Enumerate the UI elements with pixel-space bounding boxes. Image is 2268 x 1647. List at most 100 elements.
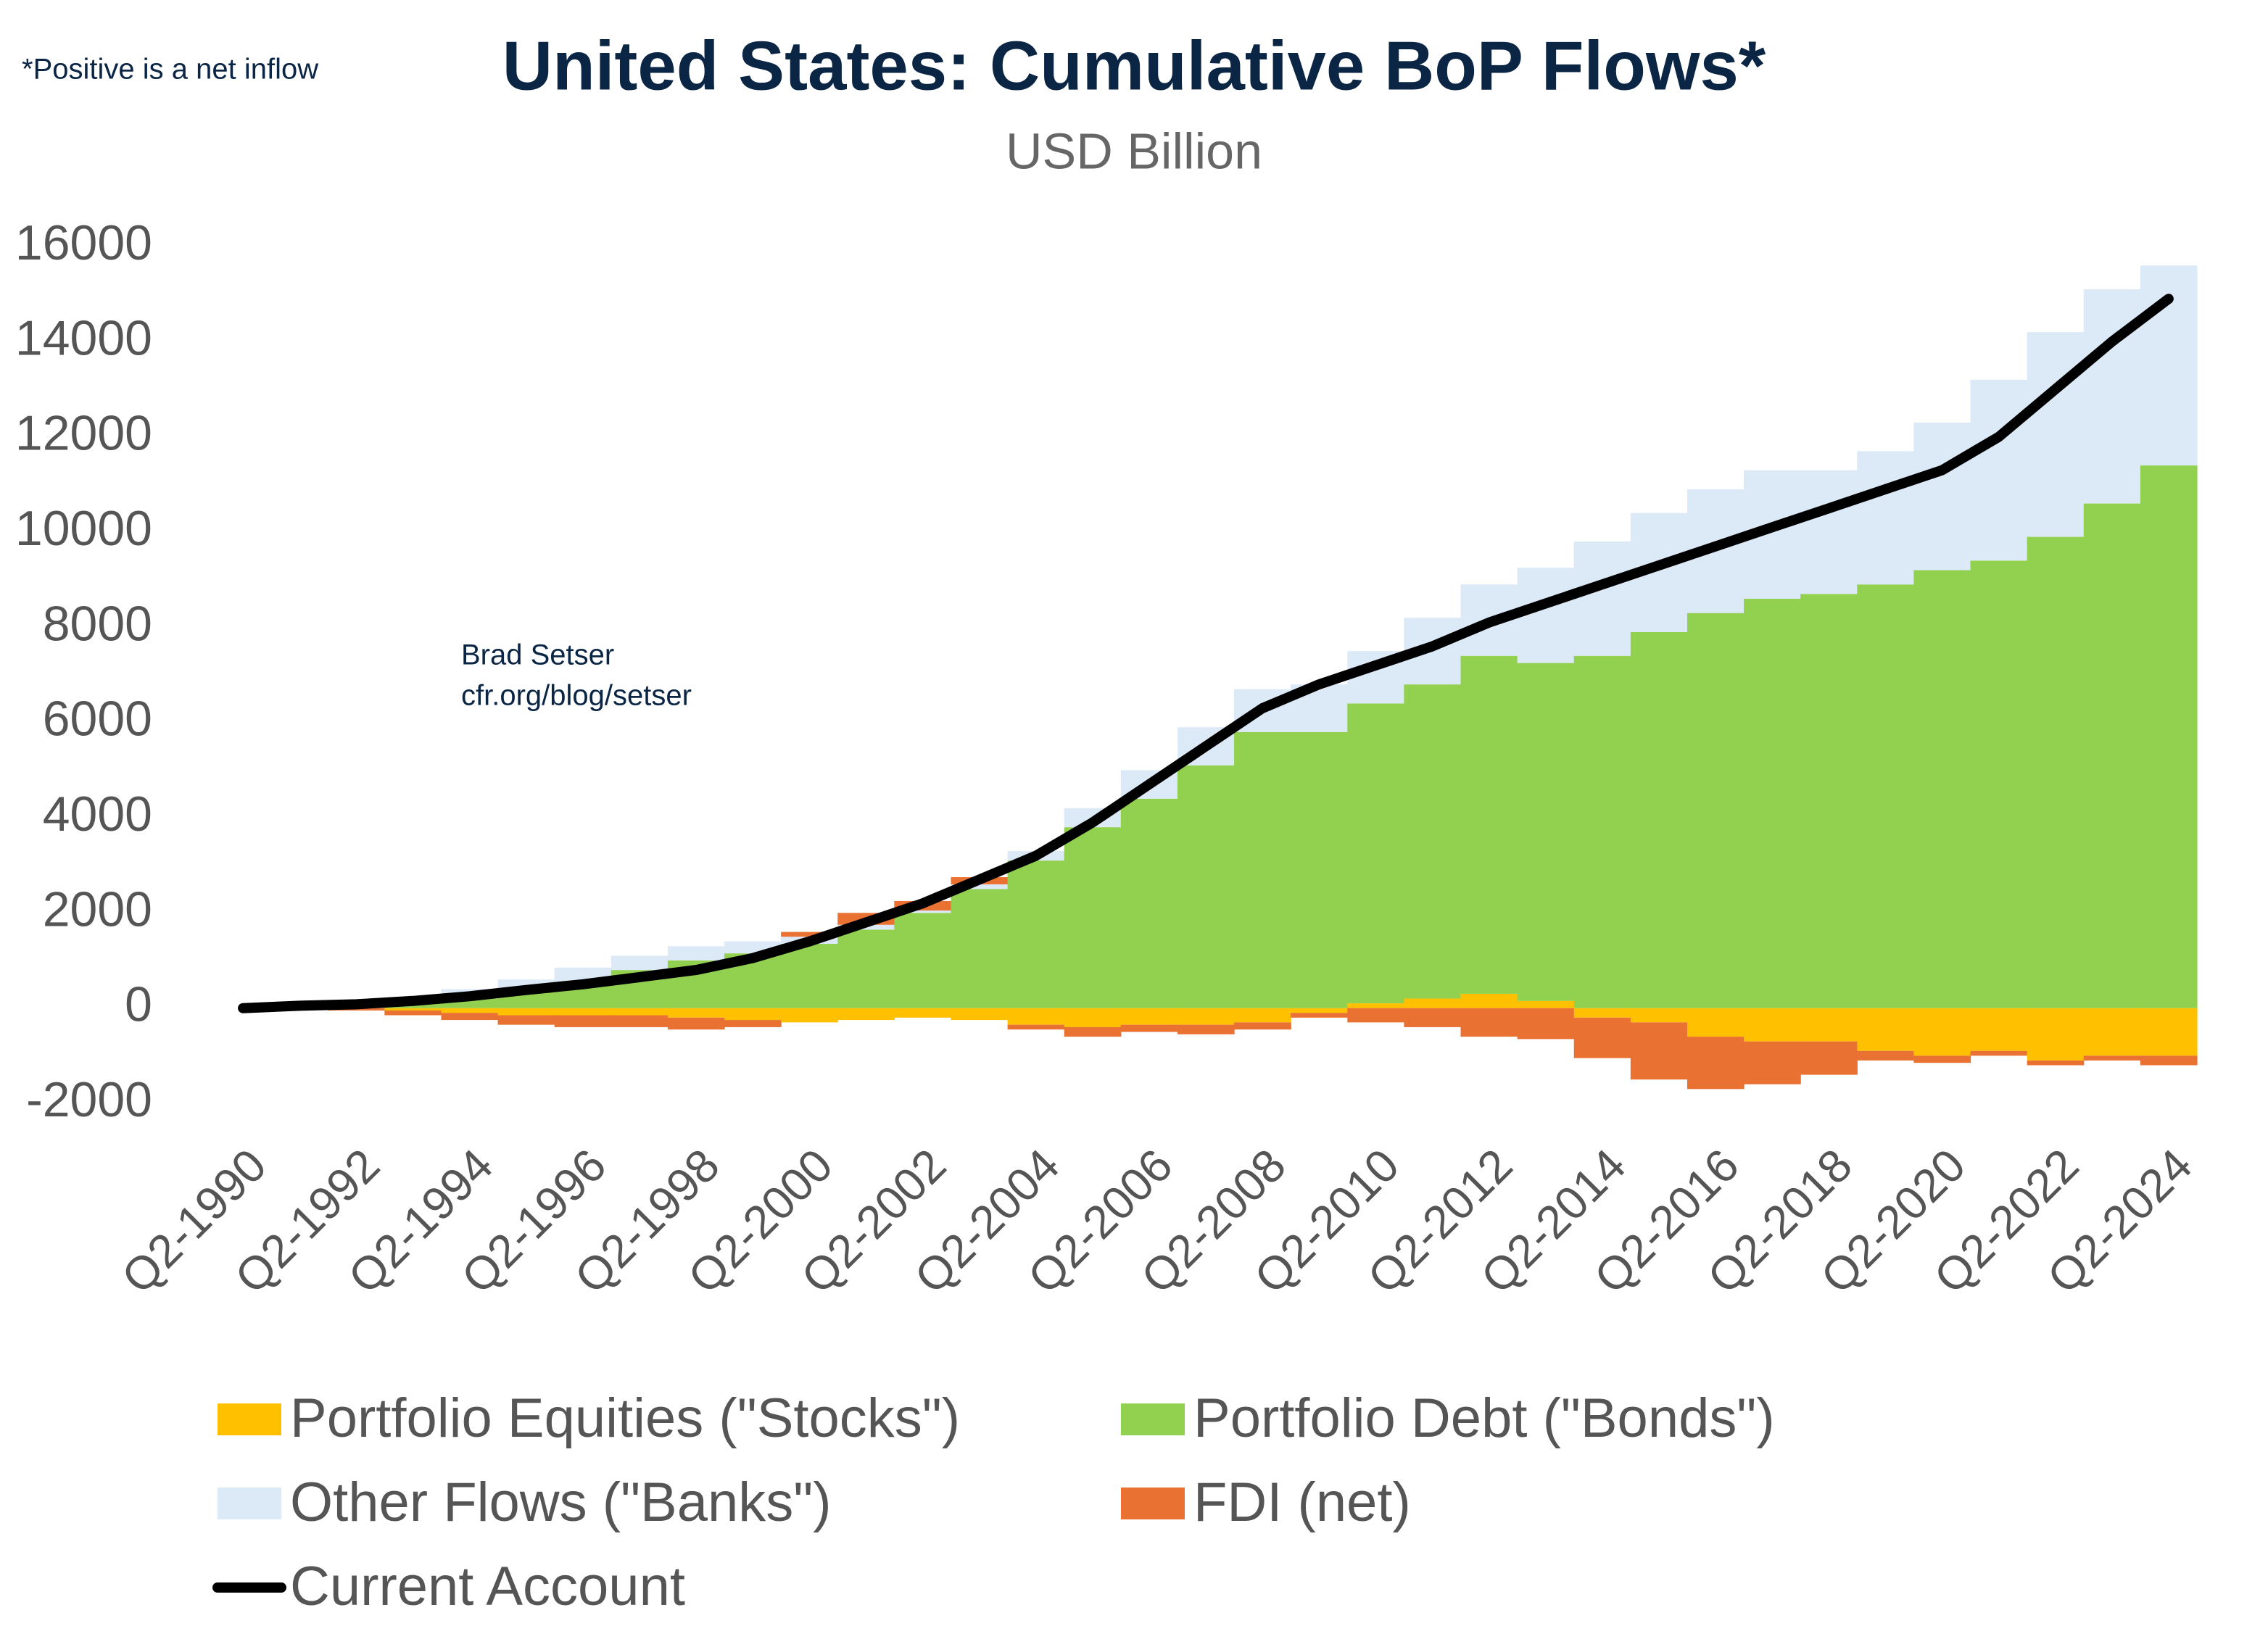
bar-segment bbox=[1913, 1008, 1971, 1056]
bar-segment bbox=[1007, 860, 1065, 1008]
bar-segment bbox=[1970, 1008, 2028, 1051]
bar-segment bbox=[894, 913, 952, 1008]
bar-segment bbox=[1460, 655, 1518, 994]
y-tick-label: 12000 bbox=[15, 406, 152, 461]
bar-segment bbox=[837, 929, 895, 1008]
legend-label: Other Flows ("Banks") bbox=[290, 1472, 832, 1533]
bar-segment bbox=[1744, 598, 1801, 1008]
bar-segment bbox=[1291, 1013, 1348, 1018]
bar-segment bbox=[1970, 1050, 2028, 1056]
bar-segment bbox=[611, 1015, 669, 1027]
bar-segment bbox=[1573, 655, 1631, 1008]
bar-segment bbox=[951, 889, 1009, 1008]
legend-label: Portfolio Debt ("Bonds") bbox=[1193, 1387, 1775, 1449]
bar-segment bbox=[894, 910, 952, 913]
bar-segment bbox=[1686, 1008, 1745, 1037]
bar-segment bbox=[384, 1010, 442, 1016]
bar-segment bbox=[497, 1008, 555, 1016]
bar-segment bbox=[2083, 503, 2141, 1008]
bar-segment bbox=[1234, 731, 1291, 1008]
bar-segment bbox=[1347, 1003, 1404, 1008]
bar-segment bbox=[2027, 1060, 2085, 1066]
bar-segment bbox=[1686, 613, 1745, 1008]
bar-segment bbox=[1291, 731, 1348, 1008]
bar-segment bbox=[1404, 1008, 1462, 1027]
chart-title: United States: Cumulative BoP Flows* bbox=[502, 27, 1766, 104]
bar-segment bbox=[1404, 998, 1462, 1008]
bar-segment bbox=[1857, 451, 1915, 585]
legend-swatch bbox=[1121, 1488, 1185, 1519]
bar-segment bbox=[724, 1008, 782, 1021]
bar-segment bbox=[667, 946, 725, 961]
bar-segment bbox=[1857, 1008, 1915, 1051]
bar-segment bbox=[2083, 1055, 2141, 1061]
bar-segment bbox=[1120, 798, 1178, 1008]
bar-segment bbox=[1630, 1022, 1688, 1080]
bar-segment bbox=[1064, 827, 1122, 1008]
y-tick-label: 16000 bbox=[15, 215, 152, 270]
bar-segment bbox=[1347, 703, 1404, 1004]
bar-segment bbox=[781, 932, 838, 937]
bar-segment bbox=[1007, 1024, 1065, 1030]
line bbox=[238, 294, 2174, 1013]
bar-segment bbox=[1460, 993, 1518, 1008]
y-tick-label: 2000 bbox=[43, 881, 152, 937]
bar-segment bbox=[1517, 1000, 1575, 1008]
legend-label: Portfolio Equities ("Stocks") bbox=[290, 1387, 960, 1449]
credit-url: cfr.org/blog/setser bbox=[461, 680, 692, 712]
bar-segment bbox=[1857, 584, 1915, 1008]
bar-segment bbox=[1007, 1008, 1065, 1025]
bar-segment bbox=[1177, 1008, 1235, 1025]
bar-segment bbox=[951, 1008, 1009, 1021]
bar-segment bbox=[1800, 1041, 1858, 1075]
bar-segment bbox=[1234, 1008, 1291, 1023]
bar-segment bbox=[1857, 1050, 1915, 1061]
bar-segment bbox=[2083, 1008, 2141, 1056]
y-tick-label: 4000 bbox=[43, 787, 152, 842]
bar-segment bbox=[1064, 1026, 1122, 1037]
bar-segment bbox=[1913, 1055, 1971, 1063]
bar-segment bbox=[1800, 1008, 1858, 1042]
bar-segment bbox=[441, 1013, 499, 1021]
bar-segment bbox=[1970, 379, 2028, 561]
bar-segment bbox=[1517, 663, 1575, 1001]
y-tick-label: 6000 bbox=[43, 692, 152, 747]
note: *Positive is a net inflow bbox=[22, 54, 318, 86]
bar-segment bbox=[724, 1020, 782, 1027]
y-tick-label: 14000 bbox=[15, 310, 152, 365]
bar-segment bbox=[1913, 570, 1971, 1008]
bar-segment bbox=[1460, 1008, 1518, 1037]
bar-segment bbox=[2027, 332, 2085, 537]
bar-segment bbox=[2140, 1008, 2198, 1056]
y-tick-label: 8000 bbox=[43, 596, 152, 651]
bar-segment bbox=[1573, 1017, 1631, 1058]
bar-segment bbox=[2140, 465, 2198, 1008]
bar-segment bbox=[1970, 560, 2028, 1008]
bar-segment bbox=[2027, 536, 2085, 1008]
legend-swatch bbox=[218, 1488, 281, 1519]
y-tick-label: 0 bbox=[125, 977, 152, 1032]
y-tick-label: -2000 bbox=[26, 1072, 152, 1127]
bar-segment bbox=[1177, 765, 1235, 1008]
bar-segment bbox=[1573, 542, 1631, 656]
bar-segment bbox=[781, 1008, 838, 1023]
bar-segment bbox=[1517, 568, 1575, 663]
bar-segment bbox=[667, 1017, 725, 1030]
bar-segment bbox=[1120, 1008, 1178, 1025]
bar-segment bbox=[1291, 1008, 1348, 1013]
legend-swatch bbox=[1121, 1403, 1185, 1435]
bar-segment bbox=[1913, 422, 1971, 571]
y-tick-label: 10000 bbox=[15, 501, 152, 556]
bar-segment bbox=[2140, 1055, 2198, 1066]
legend-label: FDI (net) bbox=[1193, 1472, 1411, 1533]
bar-segment bbox=[894, 1008, 952, 1018]
bar-segment bbox=[1177, 1024, 1235, 1034]
bar-segment bbox=[554, 1015, 612, 1027]
bar-segment bbox=[1744, 1041, 1801, 1084]
bar-segment bbox=[1686, 1037, 1745, 1090]
bar-segment bbox=[1404, 684, 1462, 999]
chart-subtitle: USD Billion bbox=[1006, 123, 1262, 179]
bar-segment bbox=[951, 884, 1009, 889]
legend-label: Current Account bbox=[290, 1556, 685, 1617]
